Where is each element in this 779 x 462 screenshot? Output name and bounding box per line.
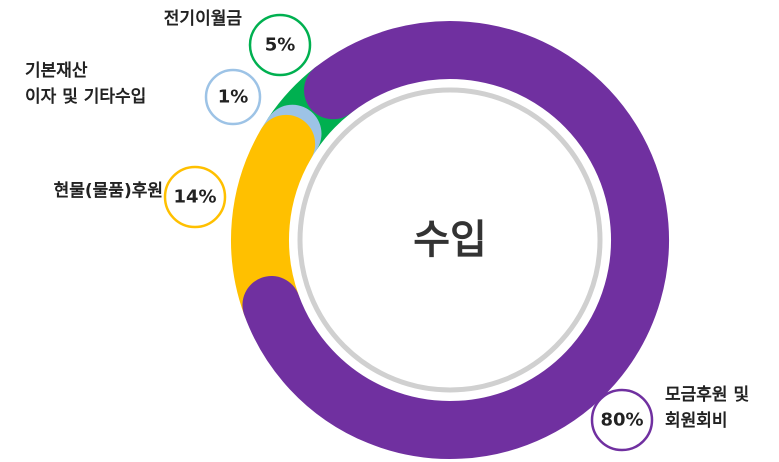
value-badge — [590, 388, 654, 452]
category-label: 현물(물품)후원 — [53, 181, 163, 201]
category-label: 전기이월금 — [163, 9, 242, 29]
value-label: 1% — [218, 87, 249, 108]
center-label: 수입 — [413, 217, 487, 263]
value-label: 5% — [265, 35, 296, 56]
category-label: 모금후원 및 회원회비 — [665, 385, 750, 431]
value-badge — [204, 68, 262, 126]
value-label: 14% — [173, 187, 216, 208]
category-label: 기본재산 이자 및 기타수입 — [25, 61, 147, 107]
value-label: 80% — [600, 410, 643, 431]
inner-ring — [297, 87, 603, 393]
value-badge — [163, 165, 227, 229]
ring — [231, 21, 669, 459]
donut-segment — [242, 21, 669, 459]
value-badge — [248, 13, 312, 77]
